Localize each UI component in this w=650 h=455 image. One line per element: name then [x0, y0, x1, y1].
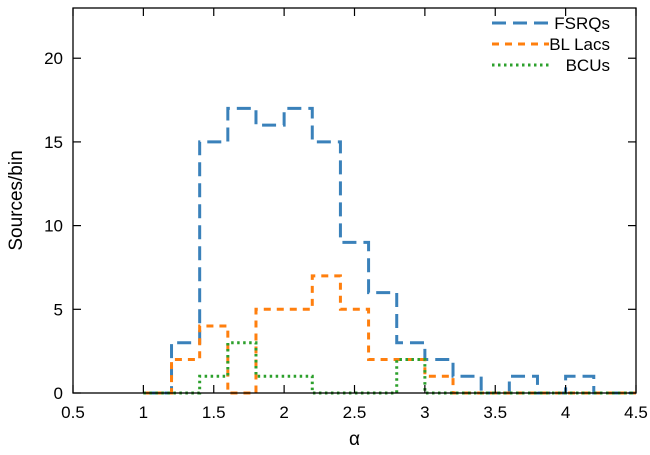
x-tick-label: 1 — [139, 403, 148, 422]
legend-label: FSRQs — [554, 14, 610, 33]
x-tick-label: 0.5 — [61, 403, 85, 422]
plot-frame — [72, 7, 637, 394]
series-line-fsrqs — [143, 106, 636, 395]
series-line-bcus — [143, 341, 636, 395]
x-tick-label: 2.5 — [343, 403, 367, 422]
x-tick-label: 1.5 — [202, 403, 226, 422]
y-tick-label: 20 — [44, 49, 63, 68]
y-tick-label: 0 — [54, 384, 63, 403]
legend-label: BL Lacs — [549, 35, 610, 54]
x-tick-label: 3 — [420, 403, 429, 422]
series-layer — [143, 106, 636, 395]
x-axis: 0.5 1 1.5 2 2.5 3 3.5 4 4.5 — [61, 8, 648, 422]
legend-label: BCUs — [566, 56, 610, 75]
x-axis-label: α — [349, 429, 360, 450]
x-tick-label: 2 — [279, 403, 288, 422]
x-tick-label: 4 — [561, 403, 570, 422]
y-tick-label: 10 — [44, 217, 63, 236]
x-tick-label: 4.5 — [624, 403, 648, 422]
y-axis: 0 5 10 15 20 — [44, 49, 636, 403]
legend: FSRQs BL Lacs BCUs — [492, 14, 610, 75]
y-tick-label: 5 — [54, 300, 63, 319]
series-line-bl-lacs — [143, 274, 636, 395]
y-tick-label: 15 — [44, 133, 63, 152]
y-axis-label: Sources/bin — [6, 150, 27, 250]
x-tick-label: 3.5 — [483, 403, 507, 422]
